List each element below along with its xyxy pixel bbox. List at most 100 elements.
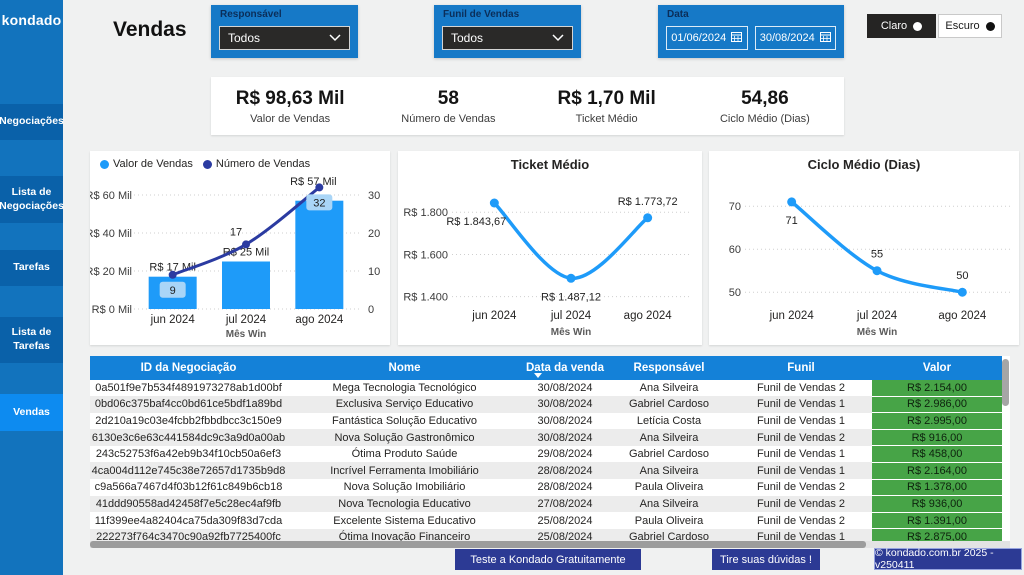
funil-dropdown[interactable]: Todos: [442, 26, 573, 50]
table-cell-data_venda[interactable]: 25/08/2024: [537, 514, 593, 527]
sidebar-item-tarefas[interactable]: Tarefas: [0, 250, 63, 286]
table-row[interactable]: 0bd06c375baf4cc0bd61ce5bdf1a89bd Exclusiv…: [90, 396, 1002, 414]
table-cell-nome[interactable]: Excelente Sistema Educativo: [333, 514, 476, 527]
table-cell-data_venda[interactable]: 27/08/2024: [522, 495, 608, 513]
svg-text:9: 9: [170, 285, 176, 297]
table-cell-funil[interactable]: Funil de Vendas 1: [756, 448, 846, 461]
brand-logo: kondado: [1, 12, 62, 28]
table-cell-responsavel[interactable]: Letícia Costa: [636, 414, 702, 427]
theme-light-button[interactable]: Claro: [867, 14, 936, 38]
table-cell-data_venda[interactable]: 30/08/2024: [537, 382, 593, 395]
svg-text:60: 60: [729, 244, 741, 256]
ciclo-medio-chart-card: Ciclo Médio (Dias) 50 60 70 71 55 50 jun 2024 j…: [709, 151, 1019, 345]
table-cell-id[interactable]: 11f399ee4a82404ca75da309f83d7cda: [94, 514, 283, 527]
table-row[interactable]: 41ddd90558ad42458f7e5c28ec4af9fb Nova Tec…: [90, 495, 1002, 513]
col-header-valor[interactable]: Valor: [872, 356, 1002, 380]
table-cell-id[interactable]: 0a501f9e7b534f4891973278ab1d00bf: [95, 382, 282, 395]
table-cell-nome[interactable]: Nova Tecnologia Educativo: [287, 495, 522, 513]
table-cell-id[interactable]: 2d210a19c03e4fcbb2fbbdbcc3c150e9: [95, 414, 282, 427]
legend-numero-de-vendas[interactable]: Número de Vendas: [202, 158, 310, 170]
table-cell-nome[interactable]: Nova Solução Imobiliário: [343, 481, 466, 494]
table-row[interactable]: 6130e3c6e63c441584dc9c3a9d0a00ab Nova Sol…: [90, 429, 1002, 447]
table-cell-data_venda[interactable]: 28/08/2024: [537, 481, 593, 494]
ciclo-medio-chart[interactable]: 50 60 70 71 55 50 jun 2024 jul 2024 ago 2024 Mês …: [709, 151, 1019, 345]
table-cell-data_venda[interactable]: 30/08/2024: [522, 396, 608, 413]
theme-dark-button[interactable]: Escuro: [938, 14, 1002, 38]
table-cell-valor[interactable]: R$ 458,00: [872, 445, 1002, 463]
table-cell-funil[interactable]: Funil de Vendas 2: [730, 429, 872, 446]
sidebar-item-vendas[interactable]: Vendas: [0, 394, 63, 431]
col-header-funil[interactable]: Funil: [730, 356, 872, 380]
table-horizontal-scrollbar[interactable]: [90, 541, 866, 548]
table-cell-valor[interactable]: R$ 2.995,00: [872, 412, 1002, 430]
col-header-nome[interactable]: Nome: [287, 356, 522, 380]
table-cell-responsavel[interactable]: Gabriel Cardoso: [628, 448, 710, 461]
sidebar-item-lista-de-negociacoes[interactable]: Lista de Negociações: [0, 176, 64, 223]
col-header-id[interactable]: ID da Negociação: [90, 356, 287, 380]
svg-text:jun 2024: jun 2024: [769, 310, 815, 322]
table-row[interactable]: 4ca004d112e745c38e72657d1735b9d8 Incrível…: [90, 462, 1002, 480]
table-cell-valor[interactable]: R$ 1.378,00: [872, 479, 1002, 497]
table-cell-responsavel[interactable]: Paula Oliveira: [634, 514, 704, 527]
table-cell-responsavel[interactable]: Paula Oliveira: [634, 481, 704, 494]
table-cell-funil[interactable]: Funil de Vendas 2: [756, 514, 846, 527]
table-cell-responsavel[interactable]: Gabriel Cardoso: [608, 396, 730, 413]
table-row[interactable]: c9a566a7467d4f03b12f61c849b6cb18 Nova Sol…: [90, 479, 1002, 497]
kpi-valor-de-vendas: R$ 98,63 Mil Valor de Vendas: [235, 87, 345, 125]
table-cell-funil[interactable]: Funil de Vendas 1: [756, 414, 846, 427]
table-cell-funil[interactable]: Funil de Vendas 2: [756, 382, 846, 395]
combo-chart[interactable]: R$ 0 Mil R$ 20 Mil R$ 40 Mil R$ 60 Mil 0 10 20…: [90, 151, 390, 345]
table-cell-valor[interactable]: R$ 916,00: [872, 429, 1002, 447]
table-cell-funil[interactable]: Funil de Vendas 2: [730, 495, 872, 513]
table-cell-responsavel[interactable]: Ana Silveira: [608, 462, 730, 480]
table-cell-data_venda[interactable]: 29/08/2024: [537, 448, 593, 461]
table-cell-responsavel[interactable]: Ana Silveira: [639, 382, 699, 395]
legend-dot-icon: [202, 159, 212, 169]
table-cell-id[interactable]: 4ca004d112e745c38e72657d1735b9d8: [90, 462, 287, 480]
table-cell-valor[interactable]: R$ 2.986,00: [872, 396, 1002, 414]
copyright-badge[interactable]: © kondado.com.br 2025 - v250411: [874, 547, 1022, 571]
legend-valor-de-vendas[interactable]: Valor de Vendas: [100, 158, 193, 170]
table-cell-data_venda[interactable]: 30/08/2024: [537, 414, 593, 427]
table-cell-id[interactable]: c9a566a7467d4f03b12f61c849b6cb18: [94, 481, 283, 494]
table-cell-id[interactable]: 0bd06c375baf4cc0bd61ce5bdf1a89bd: [90, 396, 287, 413]
table-cell-nome[interactable]: Ótima Produto Saúde: [351, 448, 458, 461]
date-start-input[interactable]: 01/06/2024: [666, 26, 748, 50]
table-cell-valor[interactable]: R$ 1.391,00: [872, 512, 1002, 530]
table-cell-valor[interactable]: R$ 2.164,00: [872, 462, 1002, 480]
table-cell-id[interactable]: 41ddd90558ad42458f7e5c28ec4af9fb: [90, 495, 287, 513]
table-cell-id[interactable]: 6130e3c6e63c441584dc9c3a9d0a00ab: [90, 429, 287, 446]
table-cell-data_venda[interactable]: 28/08/2024: [522, 462, 608, 480]
table-row[interactable]: 0a501f9e7b534f4891973278ab1d00bf Mega Tec…: [90, 380, 1002, 397]
table-cell-nome[interactable]: Mega Tecnologia Tecnológico: [332, 382, 477, 395]
date-end-input[interactable]: 30/08/2024: [754, 26, 836, 50]
col-header-data-da-venda[interactable]: Data da venda: [522, 356, 608, 380]
table-cell-nome[interactable]: Fantástica Solução Educativo: [332, 414, 477, 427]
kpi-numero-de-vendas: 58 Número de Vendas: [401, 87, 496, 125]
table-cell-data_venda[interactable]: 30/08/2024: [522, 429, 608, 446]
table-cell-valor[interactable]: R$ 2.154,00: [872, 380, 1002, 397]
help-button[interactable]: Tire suas dúvidas !: [712, 549, 820, 570]
table-row[interactable]: 243c52753f6a42eb9b34f10cb50a6ef3 Ótima Pr…: [90, 445, 1002, 463]
cta-button[interactable]: Teste a Kondado Gratuitamente: [455, 549, 641, 570]
table-cell-nome[interactable]: Incrível Ferramenta Imobiliário: [287, 462, 522, 480]
responsavel-dropdown[interactable]: Todos: [219, 26, 350, 50]
table-cell-id[interactable]: 243c52753f6a42eb9b34f10cb50a6ef3: [95, 448, 282, 461]
table-cell-valor[interactable]: R$ 936,00: [872, 495, 1002, 513]
table-row[interactable]: 11f399ee4a82404ca75da309f83d7cda Excelent…: [90, 512, 1002, 530]
table-cell-responsavel[interactable]: Ana Silveira: [608, 429, 730, 446]
table-cell-funil[interactable]: Funil de Vendas 1: [730, 396, 872, 413]
sidebar-item-lista-de-tarefas[interactable]: Lista de Tarefas: [0, 317, 63, 363]
table-cell-nome[interactable]: Nova Solução Gastronômico: [287, 429, 522, 446]
table-cell-nome[interactable]: Exclusiva Serviço Educativo: [287, 396, 522, 413]
table-vertical-scrollbar[interactable]: [1002, 359, 1009, 406]
table-row[interactable]: 2d210a19c03e4fcbb2fbbdbcc3c150e9 Fantásti…: [90, 412, 1002, 430]
table-cell-funil[interactable]: Funil de Vendas 2: [756, 481, 846, 494]
sidebar-item-negociacoes[interactable]: Negociações: [0, 104, 64, 140]
table-cell-funil[interactable]: Funil de Vendas 1: [730, 462, 872, 480]
table-cell-responsavel[interactable]: Ana Silveira: [608, 495, 730, 513]
calendar-icon: [731, 31, 743, 45]
svg-text:jul 2024: jul 2024: [550, 310, 592, 322]
col-header-responsavel[interactable]: Responsável: [608, 356, 730, 380]
